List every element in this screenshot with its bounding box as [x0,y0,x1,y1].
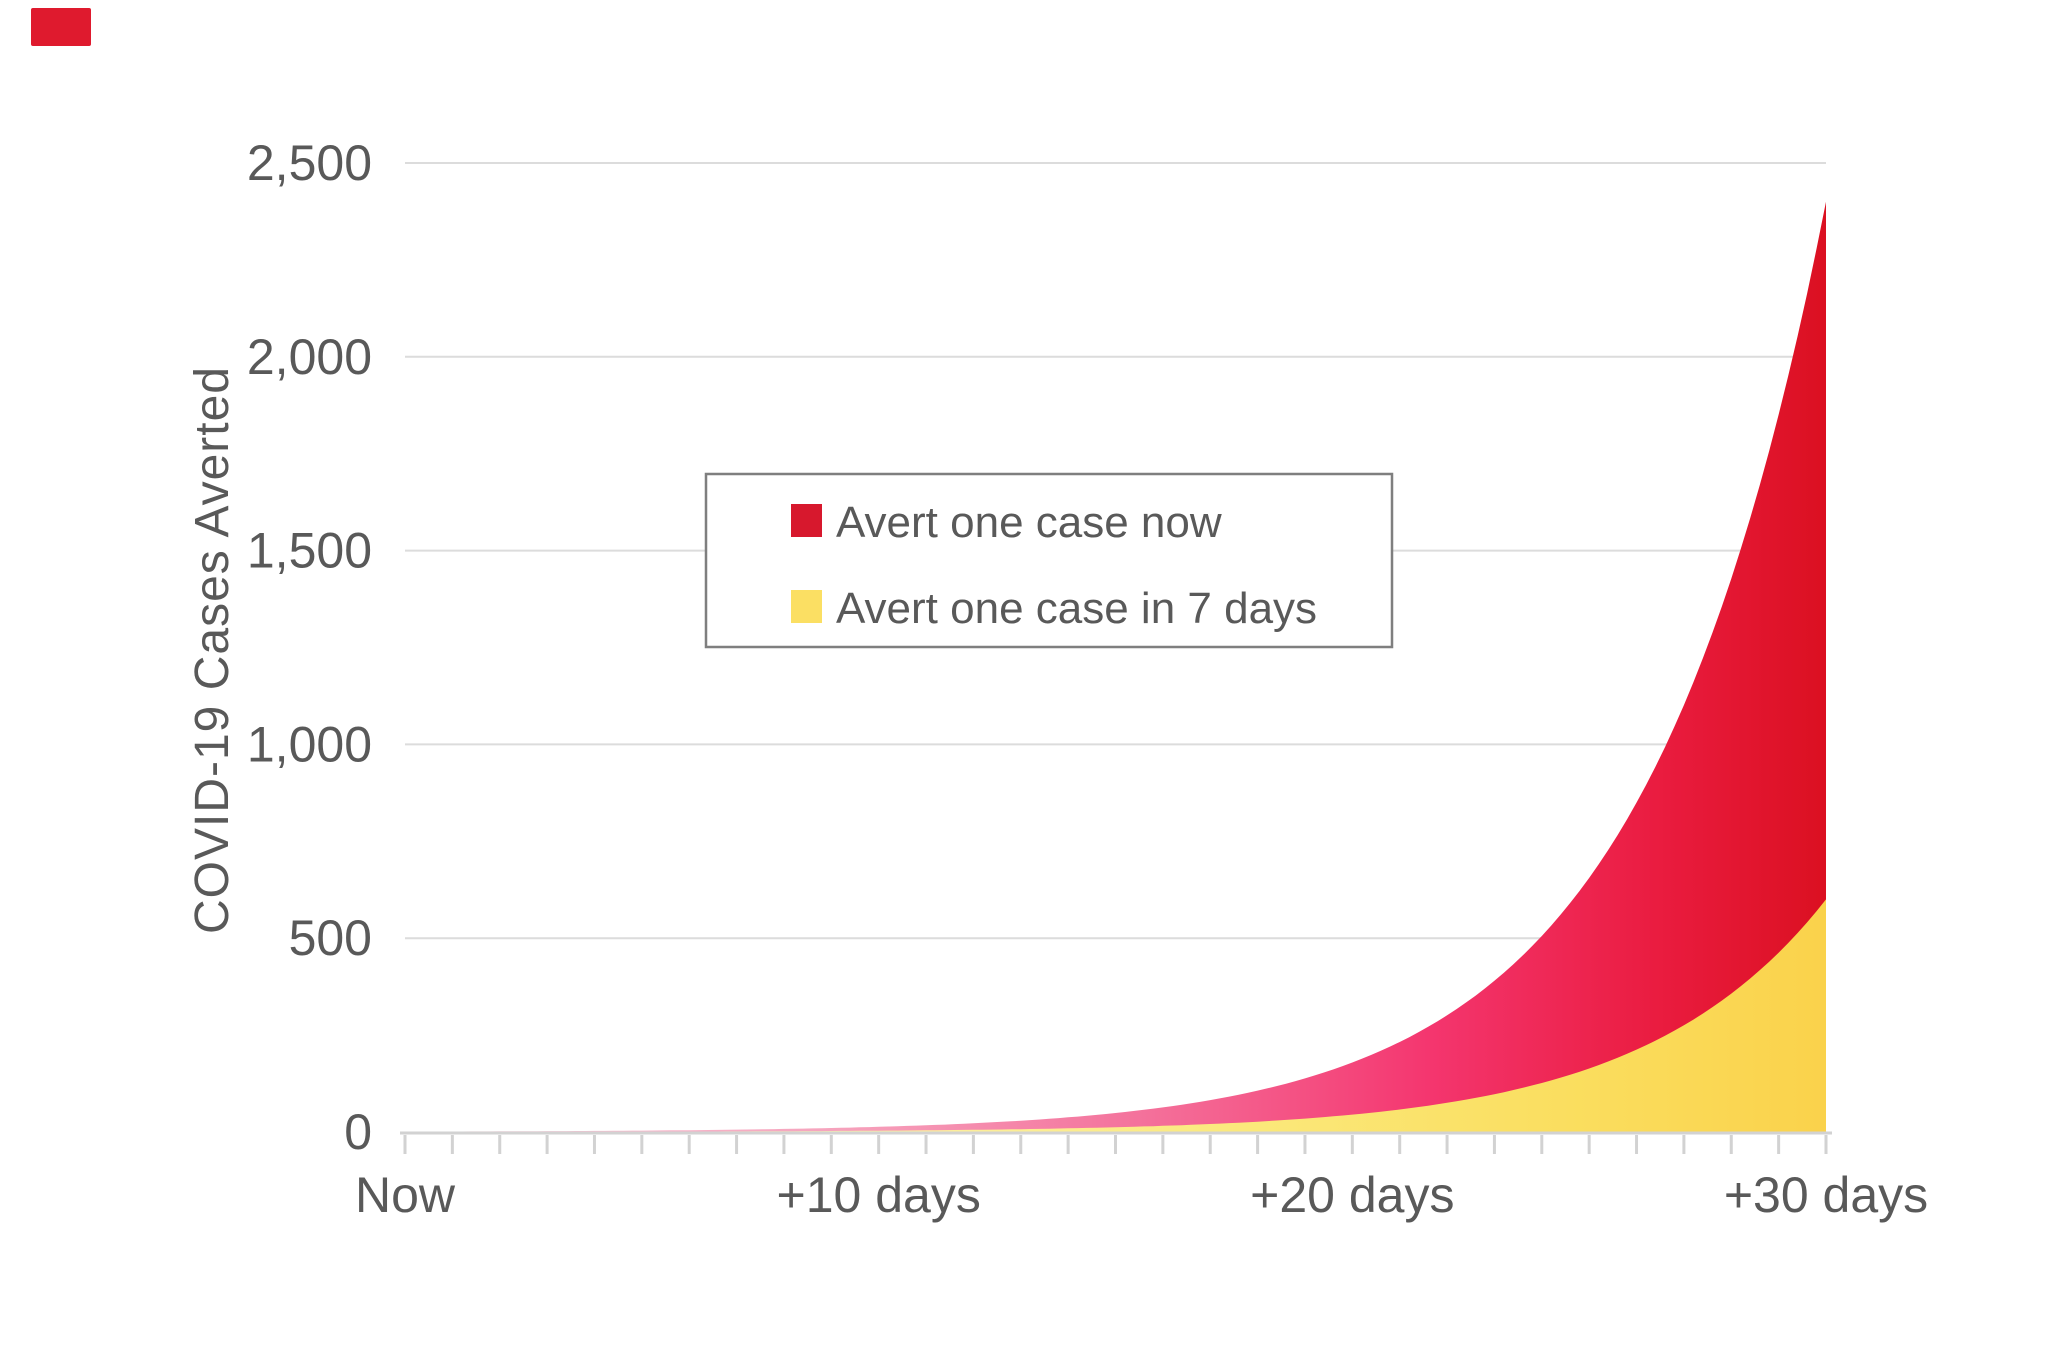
legend-label-avert-7-days: Avert one case in 7 days [836,584,1317,633]
y-tick-2500: 2,500 [247,135,372,191]
y-tick-0: 0 [344,1104,372,1160]
y-axis-title: COVID-19 Cases Averted [186,366,239,934]
slide-accent-square [31,8,91,46]
legend-label-avert-now: Avert one case now [836,498,1222,547]
x-tick-30-days: +30 days [1724,1167,1928,1223]
y-tick-1000: 1,000 [247,716,372,772]
y-tick-2000: 2,000 [247,329,372,385]
x-axis-tick-labels: Now +10 days +20 days +30 days [355,1167,1928,1223]
x-axis-day-ticks [403,1135,1828,1154]
area-avert-one-case-now [405,201,1826,1133]
y-axis-tick-labels: 0 500 1,000 1,500 2,000 2,500 [247,135,372,1160]
y-tick-500: 500 [289,910,372,966]
x-tick-now: Now [355,1167,456,1223]
x-tick-20-days: +20 days [1250,1167,1454,1223]
legend-swatch-avert-now [791,504,822,537]
legend: Avert one case now Avert one case in 7 d… [704,472,1394,649]
legend-swatch-avert-7-days [791,590,822,623]
y-tick-1500: 1,500 [247,523,372,579]
x-tick-10-days: +10 days [777,1167,981,1223]
area-avert-one-case-in-7-days [405,899,1826,1132]
